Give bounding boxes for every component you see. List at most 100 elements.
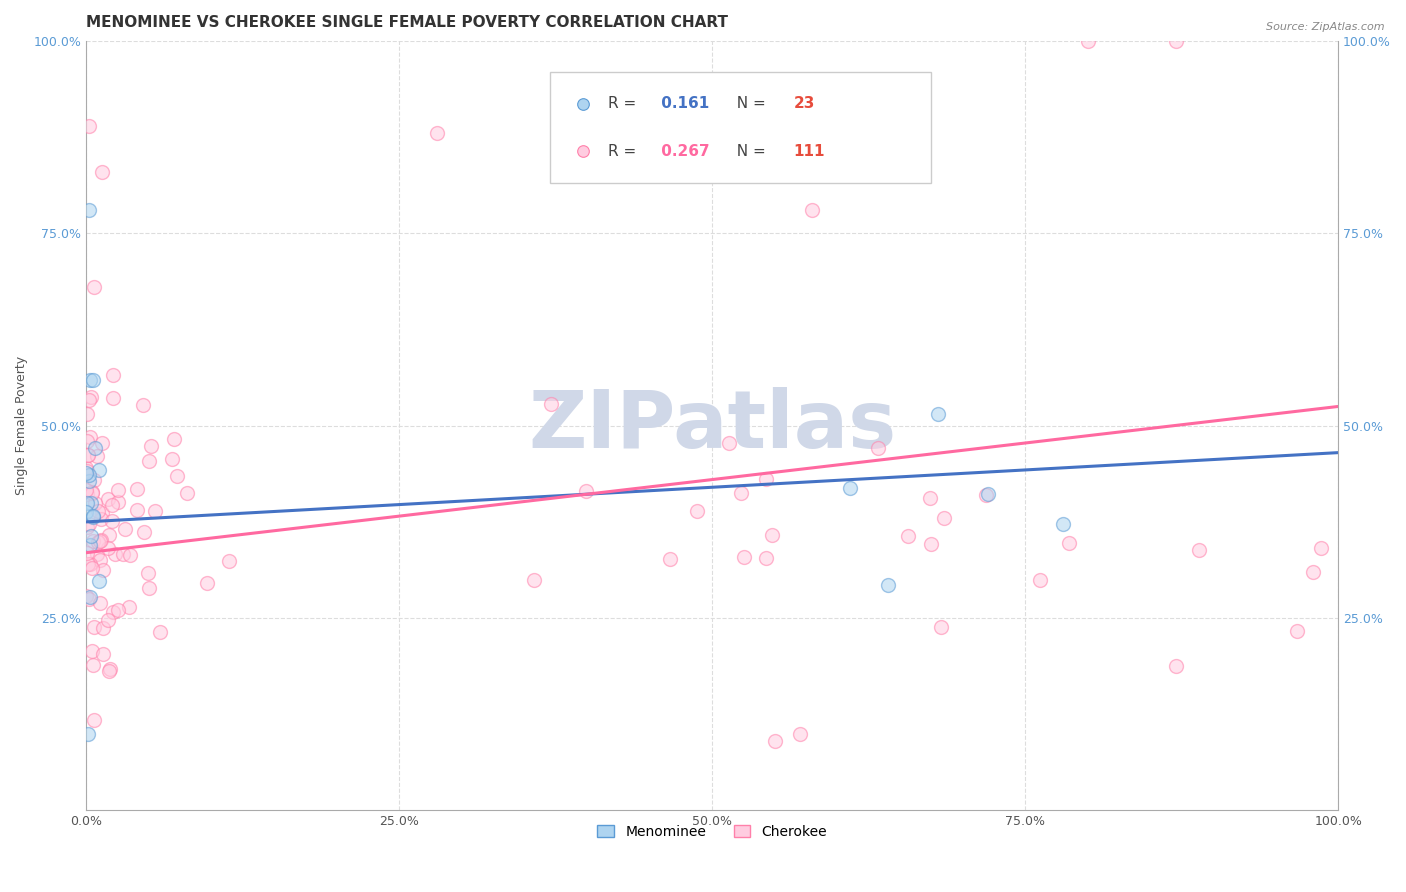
Legend: Menominee, Cherokee: Menominee, Cherokee [591,818,834,846]
Point [83,280,105,294]
Point [97,613,120,627]
Point [136,566,159,581]
Point [97,541,120,555]
Point [138,454,160,468]
Text: 0.267: 0.267 [657,144,710,159]
Point [77,516,100,531]
Point [79,372,101,386]
Point [82,508,104,523]
Point [920,491,942,505]
Point [1164,658,1187,673]
Point [755,550,778,565]
Point [76,434,98,448]
Point [82,534,104,549]
Point [755,471,778,485]
Point [1029,573,1052,587]
Point [82,658,104,673]
Point [75,589,97,603]
Point [107,495,129,509]
Text: R =: R = [609,144,641,159]
Text: Source: ZipAtlas.com: Source: ZipAtlas.com [1267,22,1385,32]
Point [132,525,155,540]
Point [761,528,783,542]
Point [163,432,186,446]
Point [730,485,752,500]
Point [87,504,110,518]
Point [839,481,862,495]
Point [76,407,98,421]
Point [87,574,110,588]
Point [897,529,920,543]
Point [79,430,101,444]
Point [77,448,100,462]
Point [107,483,129,498]
Point [572,96,595,111]
Point [934,510,956,524]
Point [143,504,166,518]
Point [1188,543,1211,558]
Point [97,664,120,678]
Point [141,439,163,453]
Point [103,605,125,619]
Point [572,145,595,159]
Point [112,547,135,561]
Point [734,549,756,564]
Text: 111: 111 [793,144,825,159]
Point [107,603,129,617]
Point [114,522,136,536]
Point [80,484,103,499]
Point [80,529,103,543]
Point [659,551,682,566]
Text: N =: N = [727,144,770,159]
Point [876,578,898,592]
Y-axis label: Single Female Poverty: Single Female Poverty [15,356,28,495]
Point [1164,34,1187,48]
Point [77,558,100,572]
Point [97,492,120,507]
Point [91,647,114,661]
Point [77,392,100,407]
Point [117,599,139,614]
Point [976,487,998,501]
Text: ZIPatlas: ZIPatlas [529,387,897,465]
Point [931,620,953,634]
Point [426,126,449,140]
Point [98,662,121,676]
Point [90,165,112,179]
Point [1285,624,1308,638]
Point [763,734,786,748]
Point [718,436,741,450]
Point [101,514,124,528]
Point [89,596,111,610]
Point [76,505,98,519]
Point [76,464,98,478]
Point [82,509,104,524]
Point [138,581,160,595]
Point [218,554,240,568]
Point [86,547,108,561]
Point [125,502,148,516]
Point [77,474,100,488]
Point [132,398,155,412]
Text: 0.161: 0.161 [657,96,709,112]
Point [101,498,124,512]
Point [89,553,111,567]
Point [176,485,198,500]
Point [77,468,100,483]
Point [1052,516,1074,531]
Point [75,466,97,480]
Point [523,574,546,588]
Text: MENOMINEE VS CHEROKEE SINGLE FEMALE POVERTY CORRELATION CHART: MENOMINEE VS CHEROKEE SINGLE FEMALE POVE… [86,15,728,30]
Text: N =: N = [727,96,770,112]
Point [91,506,114,520]
Point [80,495,103,509]
Point [83,713,105,727]
Point [80,560,103,574]
Point [1302,565,1324,579]
Point [91,621,114,635]
Point [76,487,98,501]
Point [97,528,120,542]
Point [91,563,114,577]
Point [79,390,101,404]
Point [104,547,127,561]
